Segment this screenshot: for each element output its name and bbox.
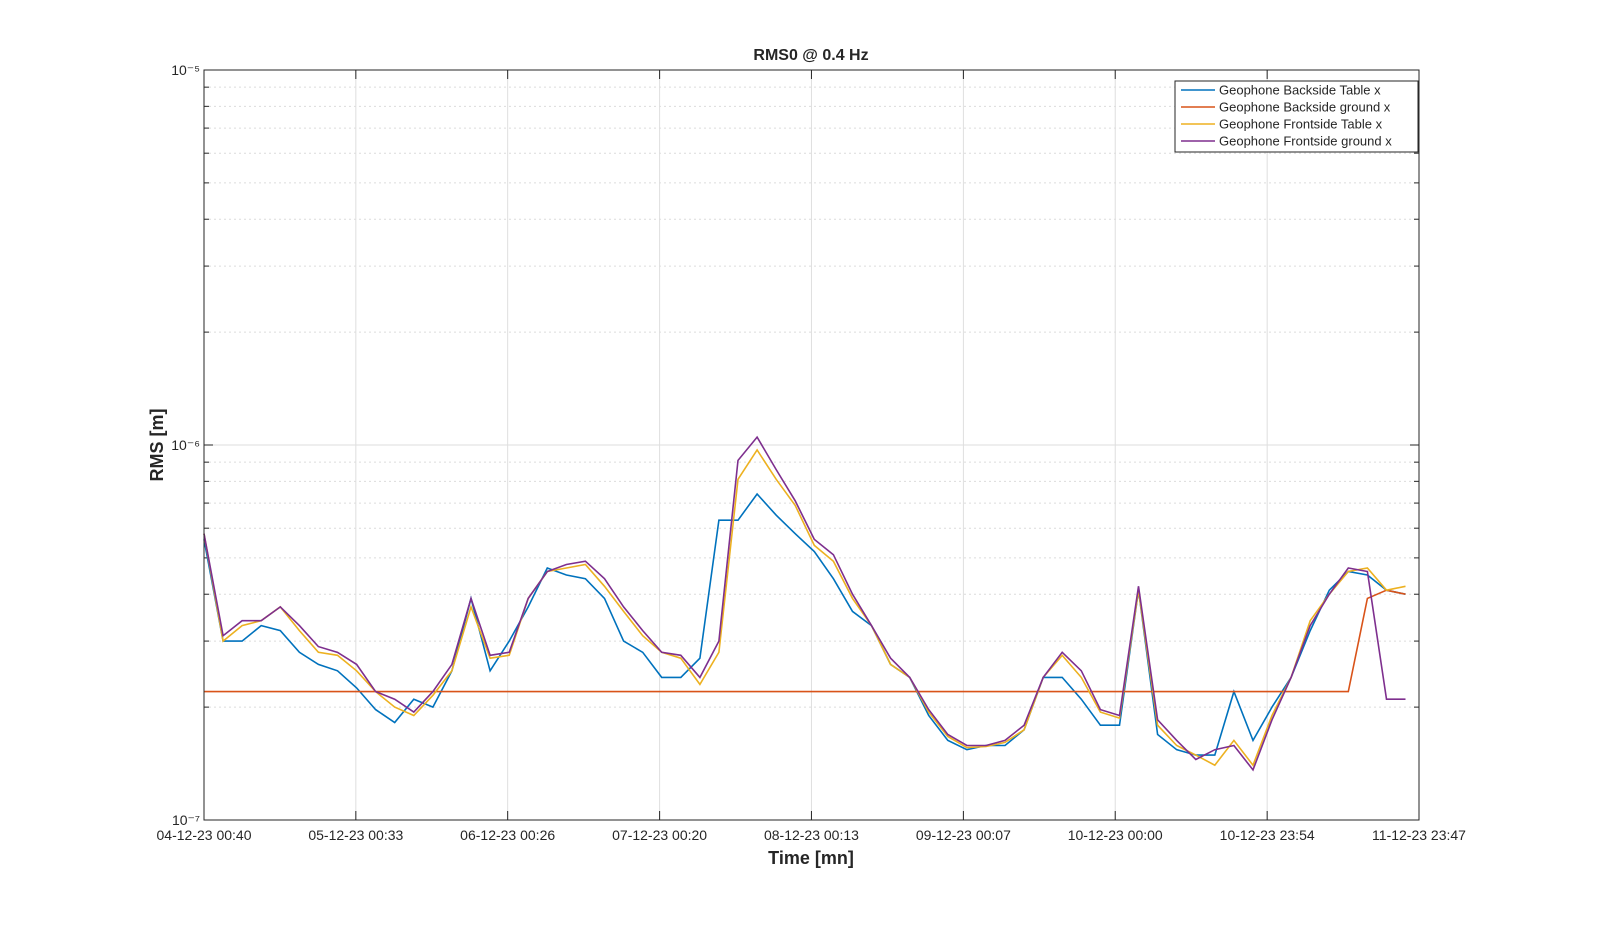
chart-title: RMS0 @ 0.4 Hz — [753, 47, 868, 64]
legend-box — [1174, 80, 1419, 153]
data-line — [204, 589, 1406, 693]
x-tick-label: 07-12-23 00:20 — [612, 827, 707, 843]
y-tick-label: 10⁻⁵ — [171, 62, 200, 78]
x-tick-label: 05-12-23 00:33 — [308, 827, 403, 843]
data-line — [203, 435, 1406, 772]
legend-label: Geophone Backside ground x — [1219, 100, 1391, 115]
x-tick-label: 06-12-23 00:26 — [460, 827, 555, 843]
x-tick-label: 10-12-23 00:00 — [1068, 827, 1163, 843]
x-tick-label: 10-12-23 23:54 — [1220, 827, 1315, 843]
legend-label: Geophone Frontside Table x — [1219, 117, 1383, 132]
y-tick-label: 10⁻⁷ — [172, 812, 200, 828]
legend-label: Geophone Backside Table x — [1219, 83, 1381, 98]
x-tick-label: 04-12-23 00:40 — [157, 827, 252, 843]
axes-box — [203, 69, 1420, 821]
data-line — [203, 448, 1406, 767]
legend: Geophone Backside Table x Geophone Backsi… — [1174, 80, 1419, 153]
y-tick-label: 10⁻⁶ — [171, 437, 200, 453]
legend-label: Geophone Frontside ground x — [1219, 134, 1392, 149]
x-tick-label: 08-12-23 00:13 — [764, 827, 859, 843]
y-axis-label: RMS [m] — [147, 409, 167, 482]
x-axis-label: Time [mn] — [768, 848, 854, 868]
x-tick-label: 09-12-23 00:07 — [916, 827, 1011, 843]
x-tick-label: 11-12-23 23:47 — [1372, 827, 1466, 843]
